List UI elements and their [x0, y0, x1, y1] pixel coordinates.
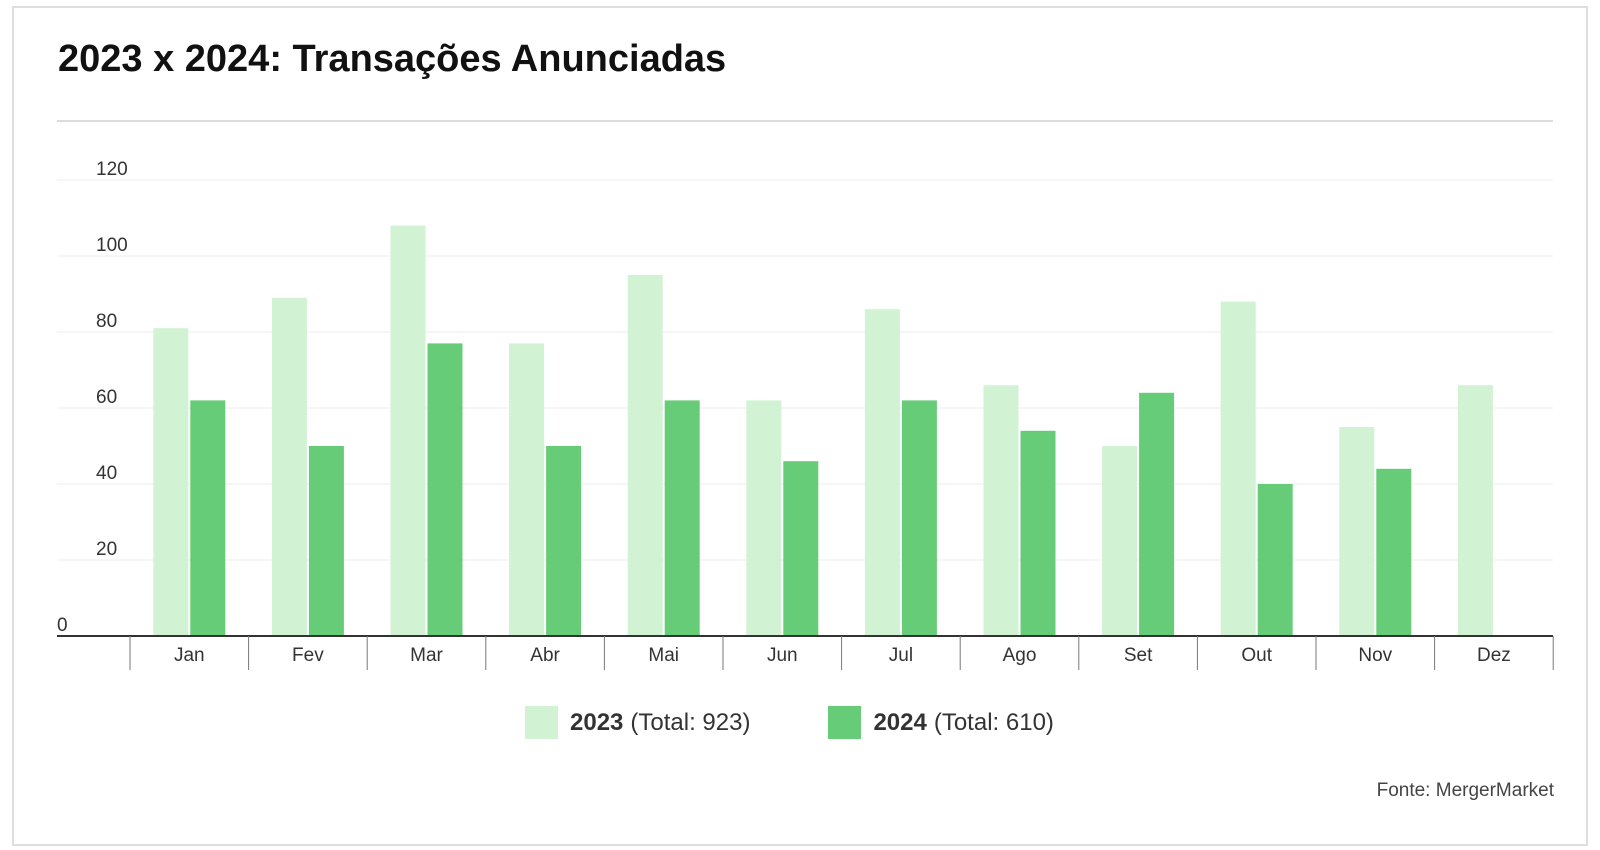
bar-2024-jun [783, 461, 818, 636]
x-tick-label: Fev [292, 645, 324, 666]
legend-swatch-2024 [828, 706, 861, 739]
legend: 2023 (Total: 923) 2024 (Total: 610) [525, 706, 1132, 739]
y-tick-label: 0 [57, 615, 68, 636]
legend-series-total: (Total: 610) [934, 709, 1054, 737]
x-tick-label: Jun [767, 645, 798, 666]
x-tick-label: Out [1241, 645, 1272, 666]
y-tick-label: 100 [96, 235, 128, 256]
x-tick-label: Ago [1003, 645, 1037, 666]
x-tick-label: Dez [1477, 645, 1511, 666]
bar-2023-jan [153, 328, 188, 636]
x-tick-label: Abr [530, 645, 560, 666]
source-note: Fonte: MergerMarket [1377, 780, 1554, 802]
bar-2023-jun [746, 400, 781, 636]
bar-2024-fev [309, 446, 344, 636]
bar-2023-fev [272, 298, 307, 636]
x-tick-label: Set [1124, 645, 1153, 666]
x-tick-label: Nov [1358, 645, 1392, 666]
legend-item-2024: 2024 (Total: 610) [828, 706, 1053, 739]
x-axis: Jan Fev Mar Abr Mai Jun Jul Ago Set Out Nov Dez [57, 636, 1553, 670]
bar-2023-set [1102, 446, 1137, 636]
bar-2023-out [1221, 302, 1256, 636]
bar-2024-mar [428, 343, 463, 636]
y-tick-label: 20 [96, 539, 117, 560]
bar-2023-nov [1339, 427, 1374, 636]
bar-2024-abr [546, 446, 581, 636]
bar-2023-mar [391, 226, 426, 636]
bar-2024-ago [1021, 431, 1056, 636]
x-tick-label: Mar [410, 645, 443, 666]
bar-2024-set [1139, 393, 1174, 636]
bar-2023-jul [865, 309, 900, 636]
y-tick-label: 120 [96, 159, 128, 180]
y-tick-label: 60 [96, 387, 117, 408]
bar-2024-out [1258, 484, 1293, 636]
bars [153, 226, 1493, 636]
bar-2024-nov [1376, 469, 1411, 636]
bar-2023-abr [509, 343, 544, 636]
y-tick-label: 80 [96, 311, 117, 332]
legend-item-2023: 2023 (Total: 923) [525, 706, 750, 739]
legend-series-label: 2023 [570, 709, 623, 737]
legend-swatch-2023 [525, 706, 558, 739]
bar-2023-dez [1458, 385, 1493, 636]
bar-2023-mai [628, 275, 663, 636]
x-tick-label: Jan [174, 645, 205, 666]
bar-2024-mai [665, 400, 700, 636]
x-tick-label: Mai [648, 645, 679, 666]
bar-2023-ago [984, 385, 1019, 636]
y-tick-label: 40 [96, 463, 117, 484]
bar-2024-jul [902, 400, 937, 636]
legend-series-label: 2024 [873, 709, 926, 737]
bar-2024-jan [190, 400, 225, 636]
bar-chart: 0 20 40 60 80 100 120 Jan Fev Mar Abr Mai Jun Jul Ago… [0, 0, 1600, 700]
x-tick-label: Jul [889, 645, 913, 666]
legend-series-total: (Total: 923) [630, 709, 750, 737]
